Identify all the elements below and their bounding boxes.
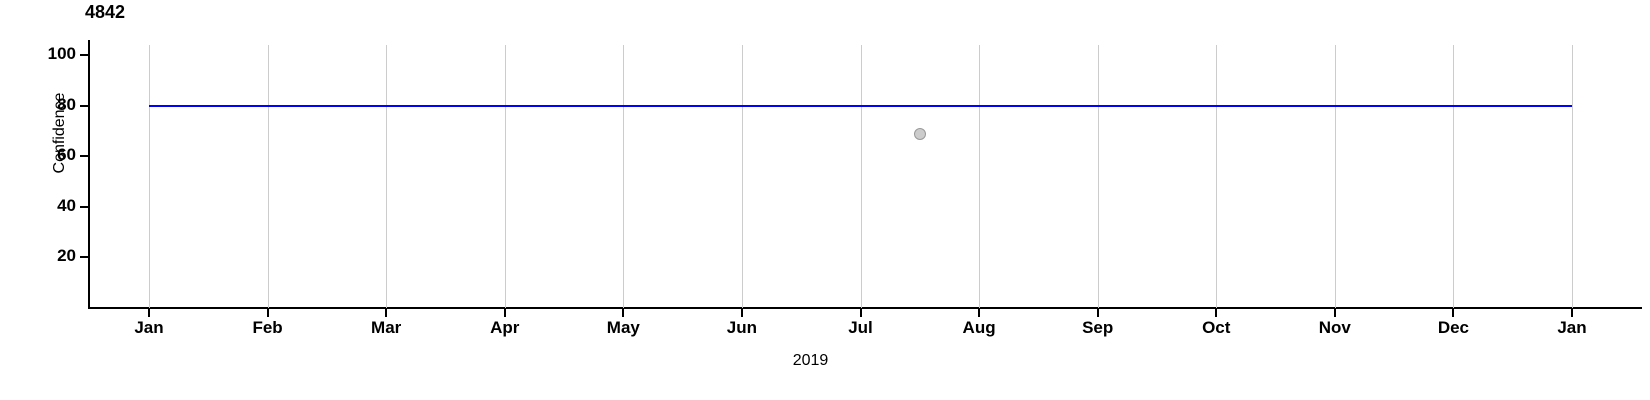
x-axis-tick xyxy=(503,309,506,317)
x-axis-tick-label: Sep xyxy=(1082,318,1114,337)
x-axis-line xyxy=(88,307,1642,309)
gridline xyxy=(1453,45,1455,308)
y-axis-tick-label: 20 xyxy=(57,246,76,266)
y-axis-title: Confidence xyxy=(51,92,68,174)
y-axis-tick xyxy=(80,104,88,107)
x-axis-tick-label: May xyxy=(606,318,640,337)
x-axis-tick-label: Jan xyxy=(134,318,164,337)
gridline xyxy=(741,45,743,308)
x-axis-tick xyxy=(266,309,269,317)
y-axis-tick xyxy=(80,256,88,259)
y-axis-tick-label: 40 xyxy=(57,195,76,215)
gridline xyxy=(1216,45,1218,308)
x-axis-tick-label: Oct xyxy=(1202,318,1231,337)
x-axis-tick-label: Aug xyxy=(962,318,996,337)
y-axis-tick-label: 100 xyxy=(47,44,76,64)
gridline xyxy=(860,45,862,308)
gridline xyxy=(149,45,150,308)
x-axis-tick-label: Feb xyxy=(252,318,283,337)
y-axis-tick xyxy=(80,54,88,57)
x-axis-tick xyxy=(148,309,150,317)
x-axis-tick-label: Nov xyxy=(1318,318,1351,337)
x-axis-tick-label: Dec xyxy=(1437,318,1469,337)
y-axis-line xyxy=(88,40,90,309)
y-axis-tick-label: 80 xyxy=(57,94,76,114)
x-axis-tick xyxy=(859,309,862,317)
x-axis-tick xyxy=(740,309,743,317)
x-axis-tick xyxy=(1215,309,1218,317)
x-axis-tick xyxy=(1452,309,1455,317)
x-axis-tick-label: Jan xyxy=(1557,318,1587,337)
x-axis-tick-label: Jul xyxy=(848,318,873,337)
gridline xyxy=(623,45,625,308)
x-axis-tick xyxy=(1096,309,1099,317)
threshold-line xyxy=(149,104,1572,107)
data-point[interactable] xyxy=(913,127,926,140)
gridline xyxy=(1334,45,1336,308)
chart-title: 4842 xyxy=(85,2,126,22)
gridline xyxy=(1572,45,1573,308)
y-axis-tick xyxy=(80,155,88,158)
x-axis-tick-label: Apr xyxy=(490,318,520,337)
x-axis-tick xyxy=(1571,309,1573,317)
x-axis-tick-label: Jun xyxy=(726,318,758,337)
gridline xyxy=(979,45,981,308)
y-axis-tick xyxy=(80,205,88,208)
gridline xyxy=(1097,45,1099,308)
x-axis-tick xyxy=(622,309,625,317)
x-axis-tick xyxy=(385,309,388,317)
x-axis-tick-label: Mar xyxy=(371,318,402,337)
x-axis-tick xyxy=(1333,309,1336,317)
gridline xyxy=(267,45,269,308)
x-axis-title: 2019 xyxy=(792,352,829,369)
y-axis-tick-label: 60 xyxy=(57,145,76,165)
plot-area xyxy=(88,40,1642,308)
gridline xyxy=(504,45,506,308)
x-axis-tick xyxy=(978,309,981,317)
gridline xyxy=(386,45,388,308)
